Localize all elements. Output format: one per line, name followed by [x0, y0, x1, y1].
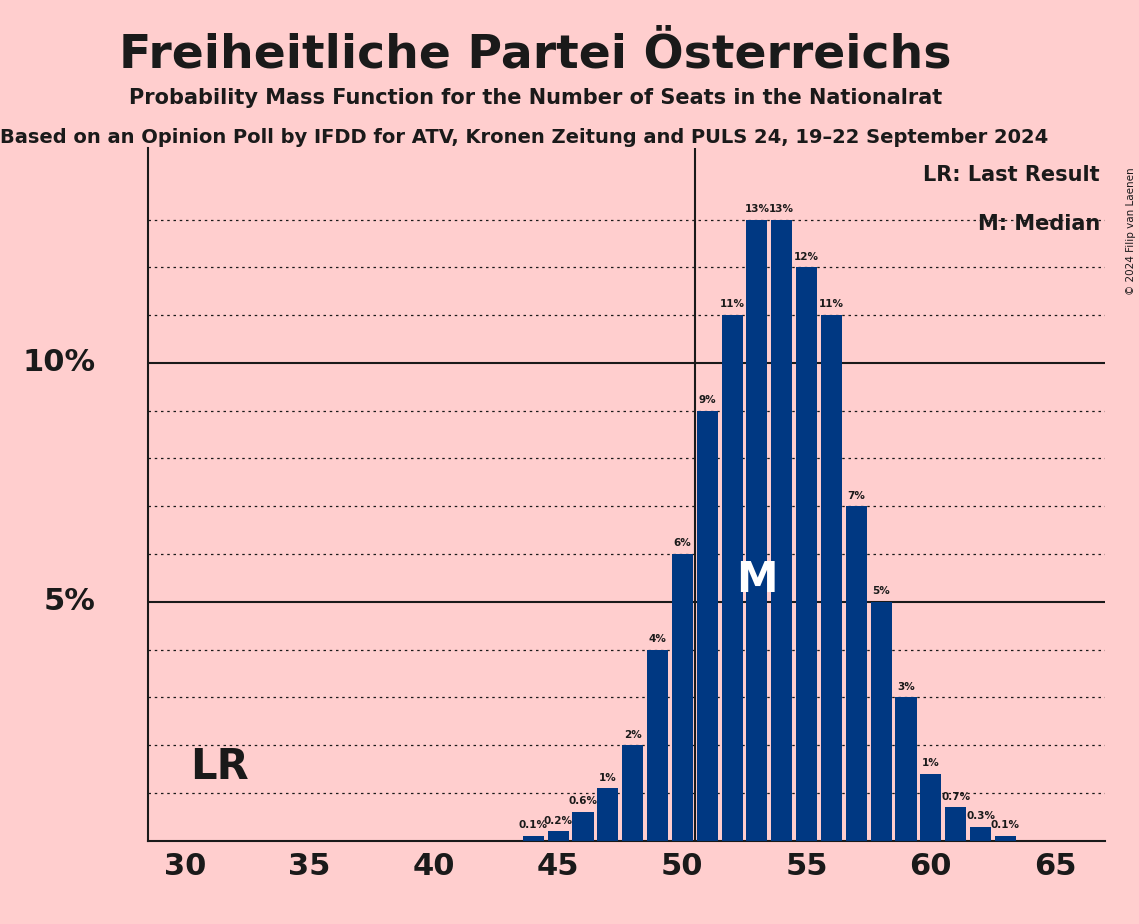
Bar [523, 836, 543, 841]
Text: M: Median: M: Median [977, 213, 1100, 234]
Text: Freiheitliche Partei Österreichs: Freiheitliche Partei Österreichs [120, 32, 951, 78]
Text: 6%: 6% [673, 539, 691, 548]
Bar [920, 774, 942, 841]
Text: 11%: 11% [819, 299, 844, 310]
Bar [697, 410, 718, 841]
Bar [647, 650, 669, 841]
Bar [970, 826, 991, 841]
Text: 10%: 10% [23, 348, 96, 377]
Bar [796, 267, 817, 841]
Bar [945, 808, 966, 841]
Text: 0.6%: 0.6% [568, 796, 598, 807]
Text: 9%: 9% [698, 395, 716, 405]
Text: 12%: 12% [794, 251, 819, 261]
Bar [622, 746, 644, 841]
Text: 11%: 11% [720, 299, 745, 310]
Text: 0.1%: 0.1% [991, 821, 1019, 831]
Text: 0.7%: 0.7% [941, 792, 970, 802]
Text: 1%: 1% [599, 772, 616, 783]
Bar [597, 788, 618, 841]
Bar [994, 836, 1016, 841]
Bar [771, 220, 793, 841]
Text: 13%: 13% [769, 204, 794, 213]
Text: M: M [736, 559, 778, 601]
Bar [870, 602, 892, 841]
Bar [846, 506, 867, 841]
Bar [721, 315, 743, 841]
Text: Based on an Opinion Poll by IFDD for ATV, Kronen Zeitung and PULS 24, 19–22 Sept: Based on an Opinion Poll by IFDD for ATV… [0, 128, 1048, 147]
Text: Probability Mass Function for the Number of Seats in the Nationalrat: Probability Mass Function for the Number… [129, 88, 942, 108]
Text: 5%: 5% [872, 586, 890, 596]
Bar [573, 812, 593, 841]
Bar [895, 698, 917, 841]
Text: 0.3%: 0.3% [966, 810, 995, 821]
Text: 13%: 13% [745, 204, 770, 213]
Bar [821, 315, 842, 841]
Text: 5%: 5% [43, 588, 96, 616]
Text: 3%: 3% [898, 682, 915, 692]
Text: 0.1%: 0.1% [518, 821, 548, 831]
Text: 7%: 7% [847, 491, 866, 501]
Bar [672, 554, 693, 841]
Text: LR: Last Result: LR: Last Result [924, 165, 1100, 185]
Text: © 2024 Filip van Laenen: © 2024 Filip van Laenen [1126, 167, 1136, 295]
Text: LR: LR [190, 747, 249, 788]
Bar [746, 220, 768, 841]
Text: 0.2%: 0.2% [543, 816, 573, 825]
Text: 4%: 4% [648, 634, 666, 644]
Text: 1%: 1% [921, 759, 940, 768]
Text: 2%: 2% [624, 730, 641, 739]
Bar [548, 832, 568, 841]
